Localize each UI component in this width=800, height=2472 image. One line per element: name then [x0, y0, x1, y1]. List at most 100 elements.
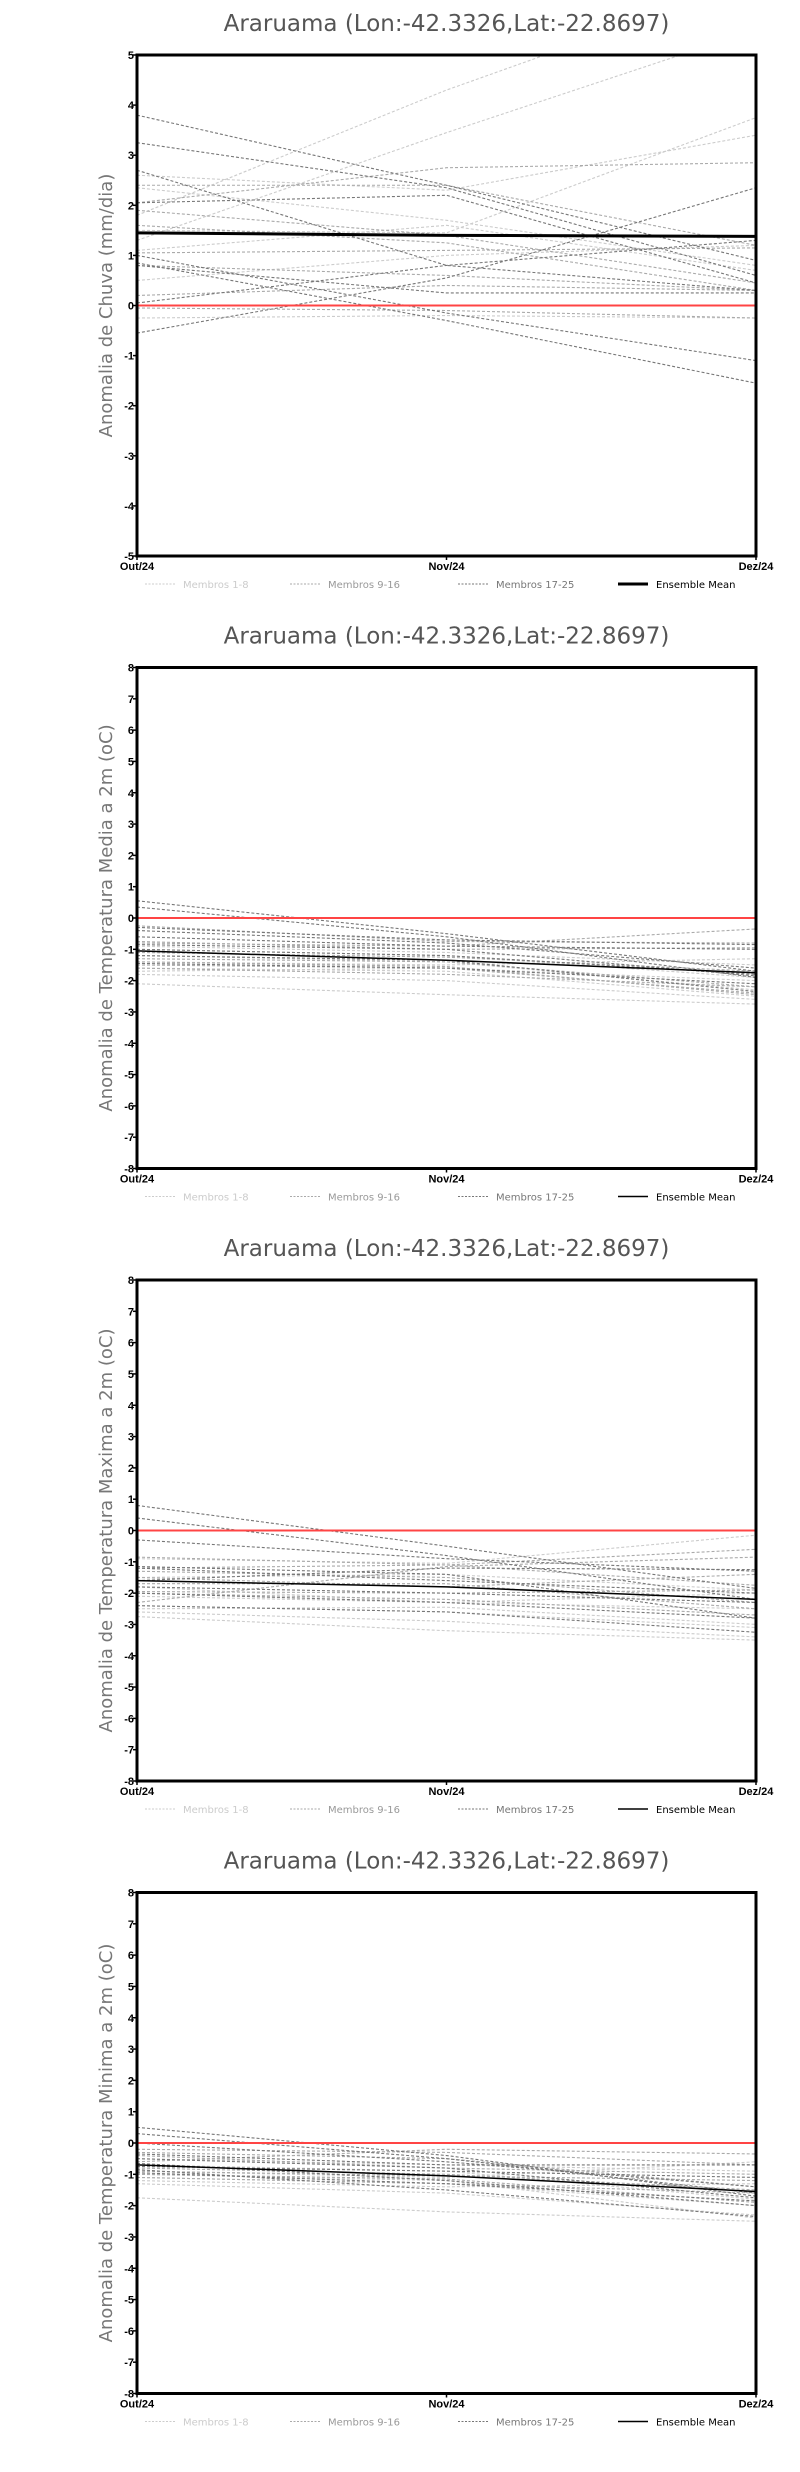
member-line-group2-8 [137, 1573, 756, 1588]
member-line-group3-6 [137, 2162, 756, 2207]
member-line-group3-7 [137, 955, 756, 993]
member-line-group1-8 [137, 224, 756, 271]
legend-label-4: Ensemble Mean [656, 1193, 735, 1204]
chart-title: Araruama (Lon:-42.3326,Lat:-22.8697) [224, 11, 670, 37]
member-line-group3-9 [137, 1567, 756, 1594]
member-line-group3-6 [137, 264, 756, 294]
y-tick-label: 0 [128, 1526, 134, 1538]
y-axis-label: Anomalia de Chuva (mm/dia) [96, 174, 117, 438]
chart-panel-4: Araruama (Lon:-42.3326,Lat:-22.8697) Anom… [96, 1849, 774, 2429]
member-line-group3-5 [137, 962, 756, 985]
y-tick-label: -8 [124, 1164, 134, 1176]
member-line-group3-4 [137, 2158, 756, 2199]
y-tick-label: -7 [124, 2357, 134, 2369]
chart-panel-3: Araruama (Lon:-42.3326,Lat:-22.8697) Anom… [96, 1236, 774, 1816]
y-tick-label: -2 [124, 976, 134, 988]
y-tick-label: 3 [128, 819, 134, 831]
y-tick-label: 4 [128, 1400, 135, 1412]
x-tick-label: Nov/24 [428, 2399, 465, 2411]
member-line-group3-7 [137, 1567, 756, 1582]
y-tick-label: -2 [124, 1588, 134, 1600]
y-tick-label: 8 [128, 1888, 134, 1900]
member-line-group2-8 [137, 2151, 756, 2188]
y-tick-label: 4 [128, 788, 135, 800]
member-line-group3-5 [137, 2169, 756, 2218]
x-tick-label: Dez/24 [739, 561, 775, 573]
member-line-group3-1 [137, 900, 756, 972]
y-tick-label: 6 [128, 725, 134, 737]
member-line-group1-6 [137, 2180, 756, 2188]
member-line-group2-8 [137, 961, 756, 996]
legend-label-2: Membros 9-16 [328, 1193, 400, 1204]
member-line-group3-9 [137, 2165, 756, 2178]
y-tick-label: 2 [128, 200, 134, 212]
member-line-group1-8 [137, 1606, 756, 1625]
x-tick-label: Out/24 [120, 1786, 155, 1798]
y-tick-label: 6 [128, 1338, 134, 1350]
member-line-group2-1 [137, 1548, 756, 1566]
y-axis-label: Anomalia de Temperatura Media a 2m (oC) [96, 724, 117, 1111]
legend-label-2: Membros 9-16 [328, 580, 400, 591]
y-tick-label: 5 [128, 756, 134, 768]
member-line-group1-2 [137, 973, 756, 1000]
member-line-group2-7 [137, 1592, 756, 1616]
member-line-group1-1 [137, 1616, 756, 1641]
y-tick-label: 0 [128, 301, 134, 313]
member-line-group1-1 [137, 983, 756, 1005]
member-line-group3-3 [137, 1539, 756, 1572]
legend-label-4: Ensemble Mean [656, 2418, 735, 2429]
member-line-group1-1 [137, 55, 547, 216]
member-line-group2-8 [137, 307, 756, 319]
member-line-group2-1 [137, 2148, 756, 2166]
member-line-group3-7 [137, 239, 756, 304]
y-tick-label: -4 [124, 1038, 135, 1050]
y-tick-label: -8 [124, 2389, 134, 2401]
legend-label-1: Membros 1-8 [183, 1805, 249, 1816]
ensemble-mean-line [137, 950, 756, 974]
member-line-group3-3 [137, 2142, 756, 2188]
x-tick-label: Nov/24 [428, 1786, 465, 1798]
y-tick-label: 2 [128, 1463, 134, 1475]
y-tick-label: -5 [124, 2295, 134, 2307]
legend-label-4: Ensemble Mean [656, 1805, 735, 1816]
member-line-group3-2 [137, 1517, 756, 1600]
member-line-group1-8 [137, 2173, 756, 2219]
y-tick-label: -7 [124, 1745, 134, 1757]
member-line-group1-4 [137, 134, 756, 191]
y-tick-label: -3 [124, 451, 134, 463]
y-tick-label: 3 [128, 2044, 134, 2056]
series-group [137, 1504, 756, 1641]
y-tick-label: 1 [128, 882, 134, 894]
y-tick-label: -1 [124, 2169, 134, 2181]
member-line-group1-6 [137, 945, 756, 966]
member-line-group1-2 [137, 55, 683, 241]
y-tick-label: -5 [124, 551, 134, 563]
y-tick-label: -1 [124, 351, 134, 363]
member-line-group2-4 [137, 1556, 756, 1604]
y-tick-label: -8 [124, 1776, 134, 1788]
member-line-group1-5 [137, 1534, 756, 1564]
legend-label-3: Membros 17-25 [496, 1193, 574, 1204]
y-tick-label: 4 [128, 2013, 135, 2025]
member-line-group2-3 [137, 1583, 756, 1610]
member-line-group1-3 [137, 1605, 756, 1629]
member-line-group3-2 [137, 906, 756, 979]
x-tick-label: Dez/24 [739, 1786, 775, 1798]
y-tick-label: -3 [124, 2232, 134, 2244]
y-tick-label: -3 [124, 1007, 134, 1019]
member-line-group3-1 [137, 2126, 756, 2197]
y-tick-label: -2 [124, 401, 134, 413]
y-tick-label: 7 [128, 694, 134, 706]
legend-label-1: Membros 1-8 [183, 580, 249, 591]
y-tick-label: -4 [124, 501, 135, 513]
y-tick-label: 0 [128, 2138, 134, 2150]
member-line-group3-9 [137, 262, 756, 384]
member-line-group2-6 [137, 1570, 756, 1604]
y-tick-label: 8 [128, 663, 134, 675]
ensemble-mean-line [137, 1579, 756, 1601]
member-line-group2-6 [137, 967, 756, 988]
member-line-group3-3 [137, 926, 756, 946]
y-tick-label: 7 [128, 1919, 134, 1931]
y-tick-label: -6 [124, 2326, 134, 2338]
y-tick-label: 1 [128, 2107, 134, 2119]
